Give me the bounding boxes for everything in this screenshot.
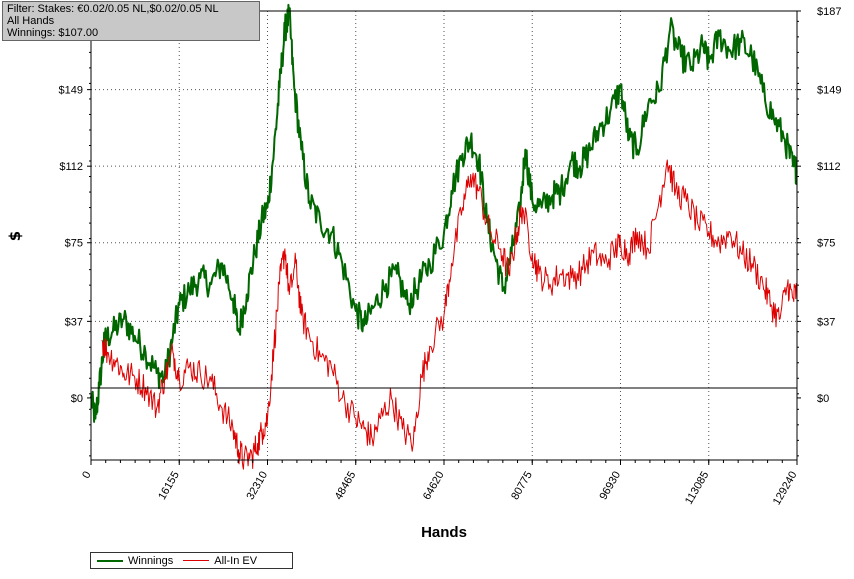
y-tick-label-right: $187 [817, 6, 841, 18]
x-tick-label: 80775 [509, 470, 535, 502]
x-tick-label: 129240 [771, 470, 800, 508]
filter-stakes-text: Filter: Stakes: €0.02/0.05 NL,$0.02/0.05… [7, 3, 219, 15]
y-tick-label-left: $149 [59, 85, 83, 97]
axis-tick-labels: $0$0$37$37$75$75$112$112$149$149$187$187… [59, 6, 842, 507]
x-tick-label: 32310 [244, 470, 270, 502]
x-tick-label: 64620 [421, 470, 447, 502]
series-layer [90, 3, 798, 470]
legend-item-allin-ev: All-In EV [183, 555, 257, 567]
y-axis-title: $ [6, 231, 24, 241]
chart-legend: Winnings All-In EV [90, 552, 293, 569]
axis-ticks [87, 10, 801, 465]
x-tick-label: 48465 [333, 470, 359, 502]
filter-info-box: Filter: Stakes: €0.02/0.05 NL,$0.02/0.05… [2, 1, 260, 41]
allin-ev-line [101, 159, 798, 470]
y-tick-label-right: $112 [817, 161, 841, 173]
x-axis-title: Hands [421, 524, 467, 541]
y-tick-label-right: $149 [817, 85, 841, 97]
y-tick-label-right: $75 [817, 238, 835, 250]
y-tick-label-right: $37 [817, 316, 835, 328]
x-tick-label: 96930 [597, 470, 623, 502]
y-tick-label-left: $112 [59, 161, 83, 173]
legend-label-winnings: Winnings [128, 554, 174, 567]
legend-swatch-winnings [97, 559, 123, 562]
legend-label-allin-ev: All-In EV [214, 554, 258, 567]
x-tick-label: 0 [80, 470, 93, 481]
y-tick-label-left: $37 [65, 316, 83, 328]
winnings-line [90, 3, 798, 423]
legend-item-winnings: Winnings [97, 555, 173, 567]
y-tick-label-left: $0 [71, 393, 83, 405]
x-tick-label: 113085 [683, 470, 711, 507]
y-tick-label-left: $75 [65, 238, 83, 250]
x-tick-label: 16155 [156, 470, 182, 502]
filter-hands-text: All Hands [7, 15, 55, 27]
legend-swatch-allin-ev [183, 560, 210, 561]
filter-winnings-text: Winnings: $107.00 [7, 27, 99, 39]
y-tick-label-right: $0 [817, 393, 829, 405]
